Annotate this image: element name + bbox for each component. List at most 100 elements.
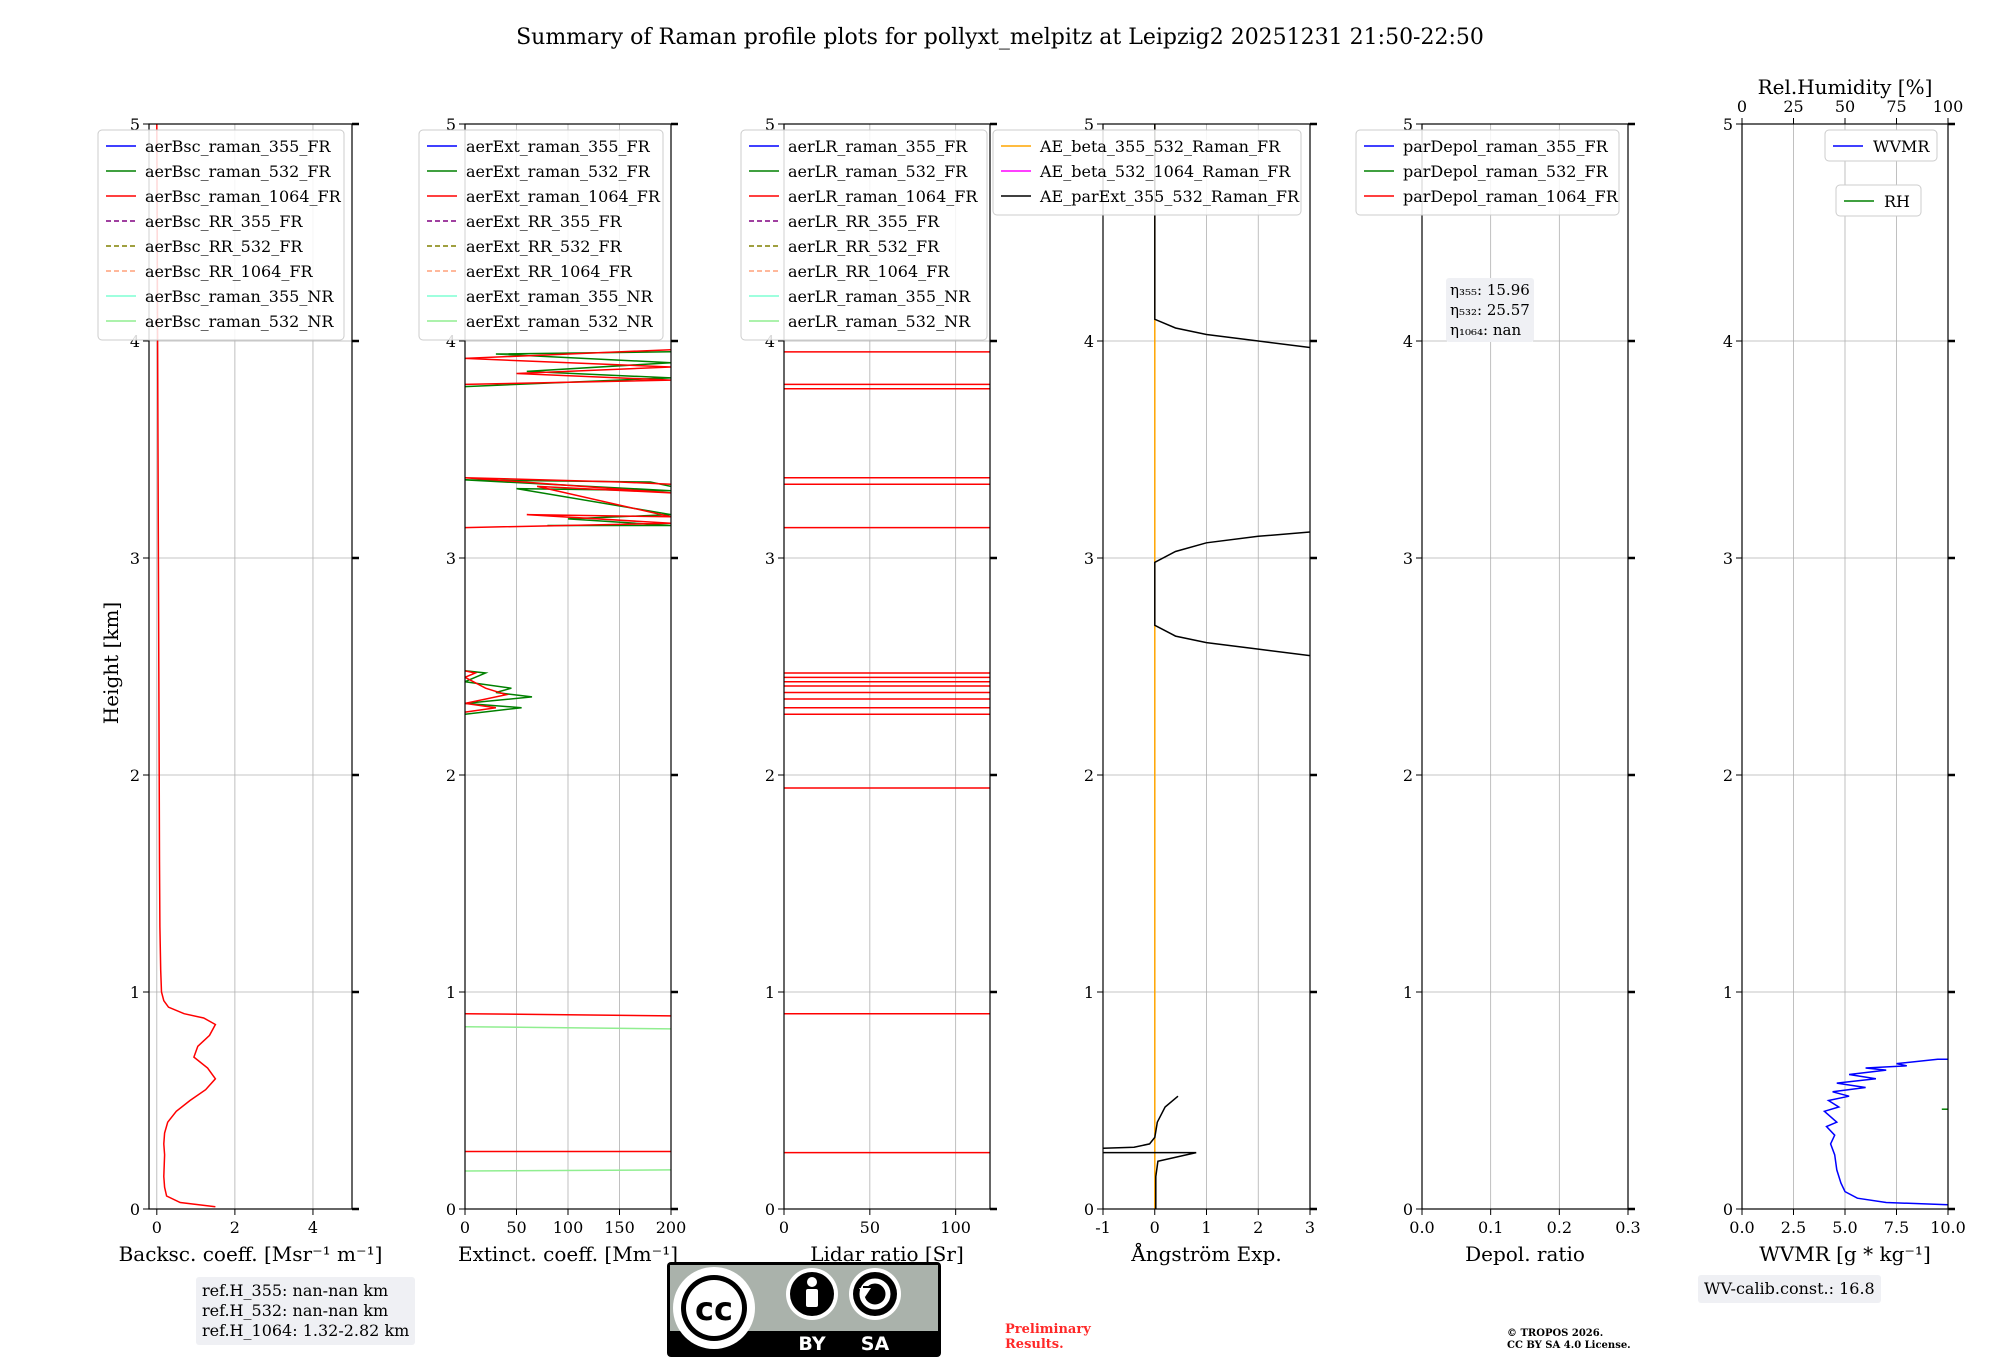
eta-532: η₅₃₂: 25.57 (1450, 301, 1530, 319)
x-tick-label: 50 (506, 1218, 526, 1237)
series-line-AE_parExt_355_532_Raman_FR (1103, 1095, 1179, 1149)
legend-label: aerBsc_raman_532_NR (145, 312, 334, 331)
x-tick-label: 10.0 (1930, 1218, 1966, 1237)
y-tick-label: 4 (130, 332, 140, 351)
legend-label: aerExt_raman_532_FR (466, 162, 651, 181)
series-group-wv (1822, 1058, 1948, 1206)
by-icon (786, 1268, 838, 1320)
y-tick-label: 1 (1723, 983, 1733, 1002)
legend-label: parDepol_raman_532_FR (1403, 162, 1609, 181)
x-tick-label: 1 (1201, 1218, 1211, 1237)
legend-box (418, 129, 664, 341)
y-tick-label: 0 (446, 1200, 456, 1219)
series-group-ae (1103, 124, 1310, 1209)
legend-label: aerExt_RR_532_FR (466, 237, 623, 256)
refh-1064: ref.H_1064: 1.32-2.82 km (202, 1321, 410, 1340)
refh-355: ref.H_355: nan-nan km (202, 1281, 389, 1300)
x-tick-label: 0 (779, 1218, 789, 1237)
y-tick-label: 5 (1403, 115, 1413, 134)
x-tick-label: 50 (860, 1218, 880, 1237)
x-tick-label: 0.3 (1615, 1218, 1640, 1237)
panel-dep: 0.0 0.1 0.2 0.3 0 1 2 3 4 5 Depol. ratio parDepol_r… (1355, 115, 1641, 1266)
x-tick-label: 100 (553, 1218, 584, 1237)
top-x-tick-label: 25 (1783, 97, 1803, 116)
series-line-WVMR (1822, 1058, 1948, 1206)
legend-wv: WVMR RH (1824, 129, 1938, 217)
x-tick-label: 0 (152, 1218, 162, 1237)
x-tick-label: 100 (940, 1218, 971, 1237)
legend-box (1835, 184, 1922, 217)
legend-label: aerLR_RR_532_FR (788, 237, 940, 256)
copyright-note: © TROPOS 2026. CC BY SA 4.0 License. (1507, 1328, 1631, 1352)
eta-box: η₃₅₅: 15.96 η₅₃₂: 25.57 η₁₀₆₄: nan (1446, 278, 1534, 342)
panel-wv: 0.0 2.5 5.0 7.5 10.0 0 1 2 3 4 5 WVMR [g * kg⁻¹] 0 25… (1723, 75, 1966, 1266)
y-tick-label: 1 (446, 983, 456, 1002)
legend-label: RH (1884, 192, 1910, 211)
legend-label: AE_beta_532_1064_Raman_FR (1039, 162, 1291, 181)
eta-1064: η₁₀₆₄: nan (1450, 321, 1522, 339)
y-tick-label: 3 (1084, 549, 1094, 568)
y-tick-label: 4 (1723, 332, 1733, 351)
series-line-aerBsc_raman_1064_FR (156, 124, 217, 1208)
y-tick-label: 1 (1403, 983, 1413, 1002)
legend-label: aerBsc_raman_355_FR (145, 137, 331, 156)
x-tick-label: 7.5 (1884, 1218, 1909, 1237)
legend-label: aerExt_raman_1064_FR (466, 187, 661, 206)
series-line-aerExt_raman_1064_FR (465, 476, 671, 529)
y-tick-label: 5 (446, 115, 456, 134)
legend-box (992, 129, 1302, 216)
copyright-line1: © TROPOS 2026. (1507, 1328, 1604, 1339)
series-line-AE_parExt_355_532_Raman_FR (1154, 124, 1310, 349)
cc-text: cc (695, 1290, 733, 1328)
legend-bsc: aerBsc_raman_355_FR aerBsc_raman_532_FRae… (97, 129, 345, 341)
legend-label: aerLR_RR_355_FR (788, 212, 940, 231)
y-tick-label: 2 (1084, 766, 1094, 785)
legend-label: aerExt_raman_532_NR (466, 312, 654, 331)
top-x-tick-label: 50 (1835, 97, 1855, 116)
legend-box (1355, 129, 1620, 216)
y-tick-label: 5 (1723, 115, 1733, 134)
y-tick-label: 5 (765, 115, 775, 134)
y-tick-label: 4 (446, 332, 456, 351)
preliminary-note: Preliminary Results. (1005, 1322, 1091, 1352)
legend-label: aerBsc_RR_355_FR (145, 212, 303, 231)
legend-label: aerBsc_raman_355_NR (145, 287, 334, 306)
sa-label: SA (861, 1333, 890, 1355)
x-tick-label: 2.5 (1781, 1218, 1806, 1237)
y-tick-label: 2 (1723, 766, 1733, 785)
x-axis-label: Depol. ratio (1465, 1242, 1585, 1266)
figure-title: Summary of Raman profile plots for polly… (516, 25, 1484, 50)
legend-label: AE_parExt_355_532_Raman_FR (1039, 187, 1300, 206)
copyright-line2: CC BY SA 4.0 License. (1507, 1340, 1631, 1351)
series-group-ext (465, 348, 671, 1172)
legend-label: aerExt_raman_355_NR (466, 287, 654, 306)
by-label: BY (798, 1333, 825, 1355)
x-tick-label: 2 (230, 1218, 240, 1237)
x-tick-label: 0.0 (1409, 1218, 1434, 1237)
panel-ext: 0 50 100 150 200 0 1 2 3 4 5 Extinct. coeff. [Mm⁻¹]… (418, 115, 686, 1266)
series-line-AE_parExt_355_532_Raman_FR (1154, 531, 1310, 657)
legend-box (97, 129, 345, 341)
y-tick-label: 4 (765, 332, 775, 351)
x-tick-label: 150 (604, 1218, 635, 1237)
y-tick-label: 0 (1403, 1200, 1413, 1219)
top-x-tick-label: 75 (1886, 97, 1906, 116)
legend-label: aerBsc_RR_532_FR (145, 237, 303, 256)
legend-label: aerLR_raman_532_NR (788, 312, 971, 331)
series-line-aerExt_raman_1064_FR (465, 1012, 671, 1017)
legend-label: aerLR_raman_355_NR (788, 287, 971, 306)
legend-dep: parDepol_raman_355_FR parDepol_raman_532_… (1355, 129, 1620, 216)
axes-frame (148, 123, 353, 1210)
top-x-tick-label: 100 (1933, 97, 1964, 116)
x-tick-label: 4 (308, 1218, 318, 1237)
cc-license-badge: cc BY SA (667, 1262, 941, 1357)
legend-label: aerLR_RR_1064_FR (788, 262, 950, 281)
y-tick-label: 2 (446, 766, 456, 785)
preliminary-line2: Results. (1005, 1337, 1064, 1352)
y-tick-label: 3 (130, 549, 140, 568)
x-axis-label: Extinct. coeff. [Mm⁻¹] (458, 1242, 678, 1266)
top-x-axis-label: Rel.Humidity [%] (1758, 75, 1933, 99)
x-tick-label: -1 (1095, 1218, 1111, 1237)
